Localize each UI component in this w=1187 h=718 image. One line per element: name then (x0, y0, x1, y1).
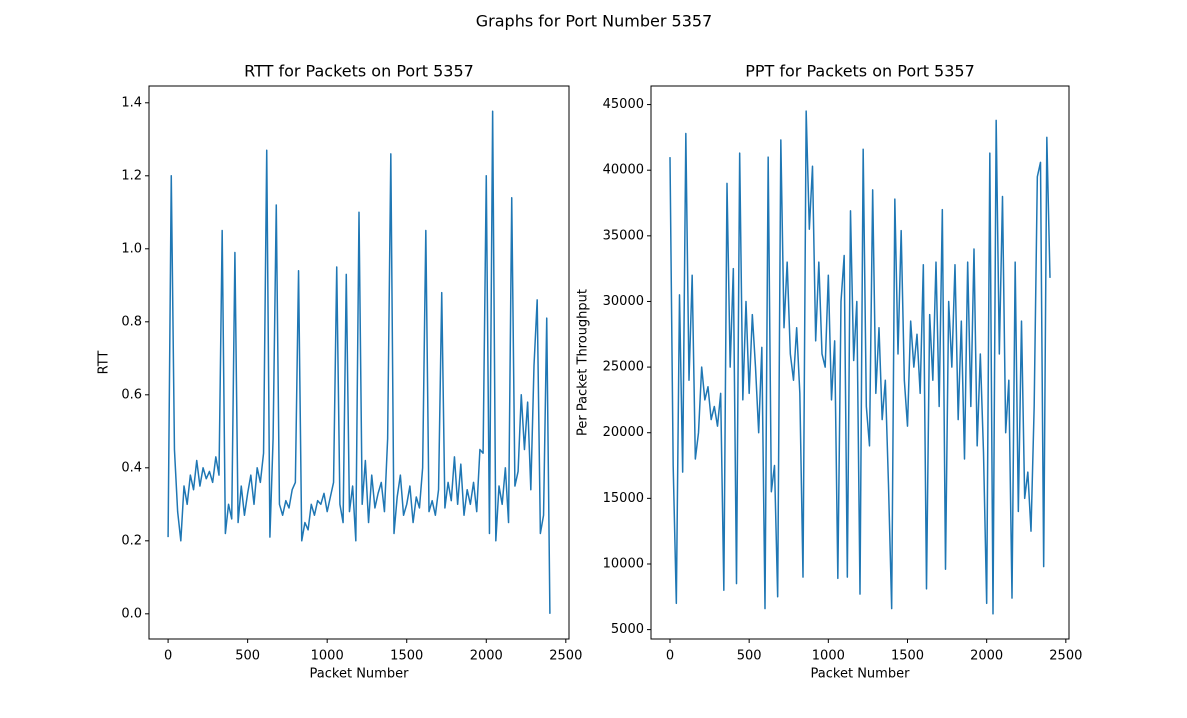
y-tick-label: 25000 (603, 360, 644, 375)
x-axis-label: Packet Number (811, 667, 911, 682)
y-tick-label: 5000 (611, 622, 644, 637)
x-tick-label: 1500 (891, 649, 924, 664)
x-tick-label: 1500 (390, 649, 423, 664)
figure-title: Graphs for Port Number 5357 (476, 12, 712, 31)
x-tick-label: 1000 (311, 649, 344, 664)
y-tick-label: 0.2 (121, 533, 142, 548)
y-tick-label: 30000 (603, 294, 644, 309)
x-tick-label: 500 (235, 649, 260, 664)
y-tick-label: 15000 (603, 491, 644, 506)
y-axis-label: RTT (97, 351, 112, 375)
y-tick-label: 40000 (603, 163, 644, 178)
data-line (167, 110, 551, 614)
y-tick-label: 1.2 (121, 168, 142, 183)
x-tick-label: 0 (164, 649, 172, 664)
x-tick-label: 2500 (1049, 649, 1082, 664)
x-tick-label: 2500 (549, 649, 582, 664)
x-tick-label: 500 (737, 649, 762, 664)
y-tick-label: 0.4 (121, 460, 142, 475)
axes-title: PPT for Packets on Port 5357 (745, 62, 975, 81)
y-tick-label: 45000 (603, 97, 644, 112)
x-axis-label: Packet Number (310, 667, 410, 682)
axes-title: RTT for Packets on Port 5357 (244, 62, 474, 81)
axes-frame (650, 85, 1070, 640)
y-tick-label: 1.0 (121, 241, 142, 256)
y-tick-label: 0.8 (121, 314, 142, 329)
x-tick-label: 2000 (970, 649, 1003, 664)
y-tick-label: 10000 (603, 556, 644, 571)
y-tick-label: 0.0 (121, 606, 142, 621)
data-line (669, 110, 1051, 615)
y-tick-label: 20000 (603, 425, 644, 440)
x-tick-label: 2000 (470, 649, 503, 664)
x-tick-label: 1000 (812, 649, 845, 664)
y-tick-label: 35000 (603, 228, 644, 243)
axes-frame (148, 85, 570, 640)
x-tick-label: 0 (666, 649, 674, 664)
y-axis-label: Per Packet Throughput (576, 289, 591, 436)
y-tick-label: 1.4 (121, 95, 142, 110)
y-tick-label: 0.6 (121, 387, 142, 402)
